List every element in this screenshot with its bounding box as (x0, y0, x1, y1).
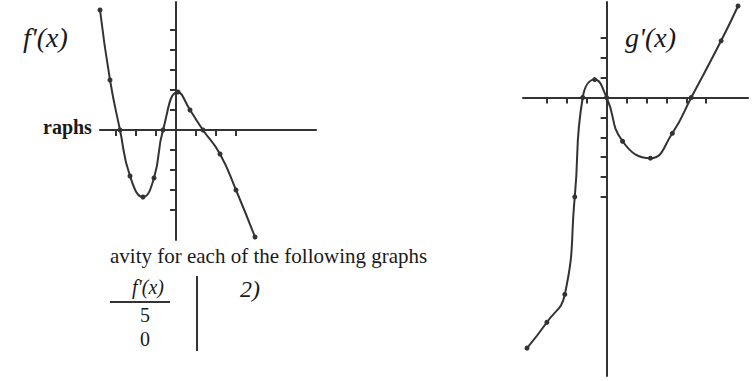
html-text:avity for each of the followin: avity for each of the following graphs (110, 244, 428, 268)
html-text:0: 0 (140, 328, 150, 350)
svg-text:f'(x): f'(x) (23, 22, 68, 53)
html-text:2): 2) (240, 276, 260, 302)
html-text:5: 5 (140, 304, 150, 326)
html-text:f'(x): f'(x) (132, 276, 164, 298)
html-text:raphs: raphs (43, 116, 92, 138)
svg-text:g'(x): g'(x) (625, 22, 676, 53)
